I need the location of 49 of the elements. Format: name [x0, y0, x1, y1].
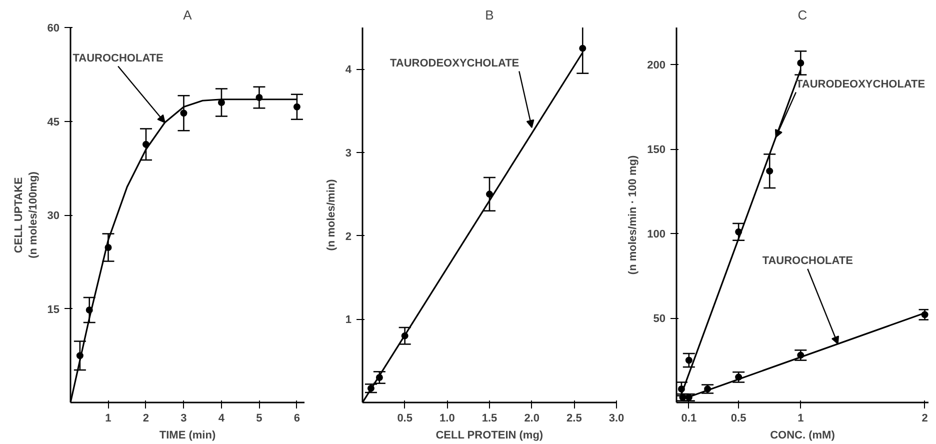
y-axis-title: CELL UPTAKE (n moles/100mg) — [12, 171, 40, 258]
y-tick-label: 4 — [345, 64, 352, 76]
x-tick-label: 2 — [142, 412, 150, 424]
point — [797, 59, 804, 66]
point — [293, 103, 300, 110]
x-tick-label: 2.0 — [524, 412, 540, 424]
x-tick-label: 5 — [256, 412, 262, 424]
chart-title: C — [798, 8, 808, 22]
x-tick-label: 0.5 — [730, 412, 746, 424]
y-tick-label: 100 — [647, 228, 666, 241]
y-tick-label: 60 — [47, 22, 60, 34]
x-tick-label: 1 — [798, 412, 804, 424]
point — [766, 168, 774, 175]
y-tick-label: 15 — [47, 304, 60, 316]
chart-title: A — [183, 8, 192, 22]
x-tick-label: 3 — [180, 412, 187, 424]
x-tick-label: 2.5 — [566, 412, 582, 424]
annotation: TAUROCHOLATE — [762, 254, 853, 267]
point — [180, 110, 188, 117]
y-tick-label: 1 — [345, 314, 352, 326]
x-axis-title: TIME (min) — [159, 430, 216, 442]
y-tick-label: 30 — [47, 210, 60, 222]
x-tick-label: 6 — [294, 412, 300, 424]
x-tick-label: 1 — [105, 412, 112, 424]
point — [579, 44, 586, 52]
x-tick-label: 0.5 — [397, 412, 412, 424]
y-tick-label: 2 — [345, 230, 352, 243]
y-axis-title: (n moles/min · 100 mg) — [627, 155, 640, 275]
point — [685, 356, 692, 364]
x-tick-label: 4 — [218, 412, 226, 424]
y-tick-label: 3 — [345, 148, 352, 160]
x-tick-label: 2 — [922, 412, 928, 424]
x-tick-label: 1.5 — [482, 412, 498, 424]
x-tick-label: 1.0 — [440, 412, 455, 424]
x-tick-label: 0.1 — [681, 412, 697, 424]
point — [218, 99, 225, 106]
chart-title: B — [485, 8, 494, 22]
y-tick-label: 150 — [647, 144, 666, 156]
x-axis-title: CONC. (mM) — [770, 430, 836, 442]
point — [486, 190, 493, 198]
annotation: TAURODEOXYCHOLATE — [796, 78, 926, 90]
y-tick-label: 200 — [647, 60, 666, 72]
y-tick-label: 45 — [47, 116, 60, 128]
x-tick-label: 3.0 — [608, 412, 624, 424]
y-axis-title: (n moles/min) — [325, 178, 338, 251]
annotation: TAUROCHOLATE — [72, 52, 164, 64]
annotation: TAURODEOXYCHOLATE — [390, 57, 520, 70]
x-axis-title: CELL PROTEIN (mg) — [436, 430, 544, 442]
y-tick-label: 50 — [653, 313, 666, 326]
